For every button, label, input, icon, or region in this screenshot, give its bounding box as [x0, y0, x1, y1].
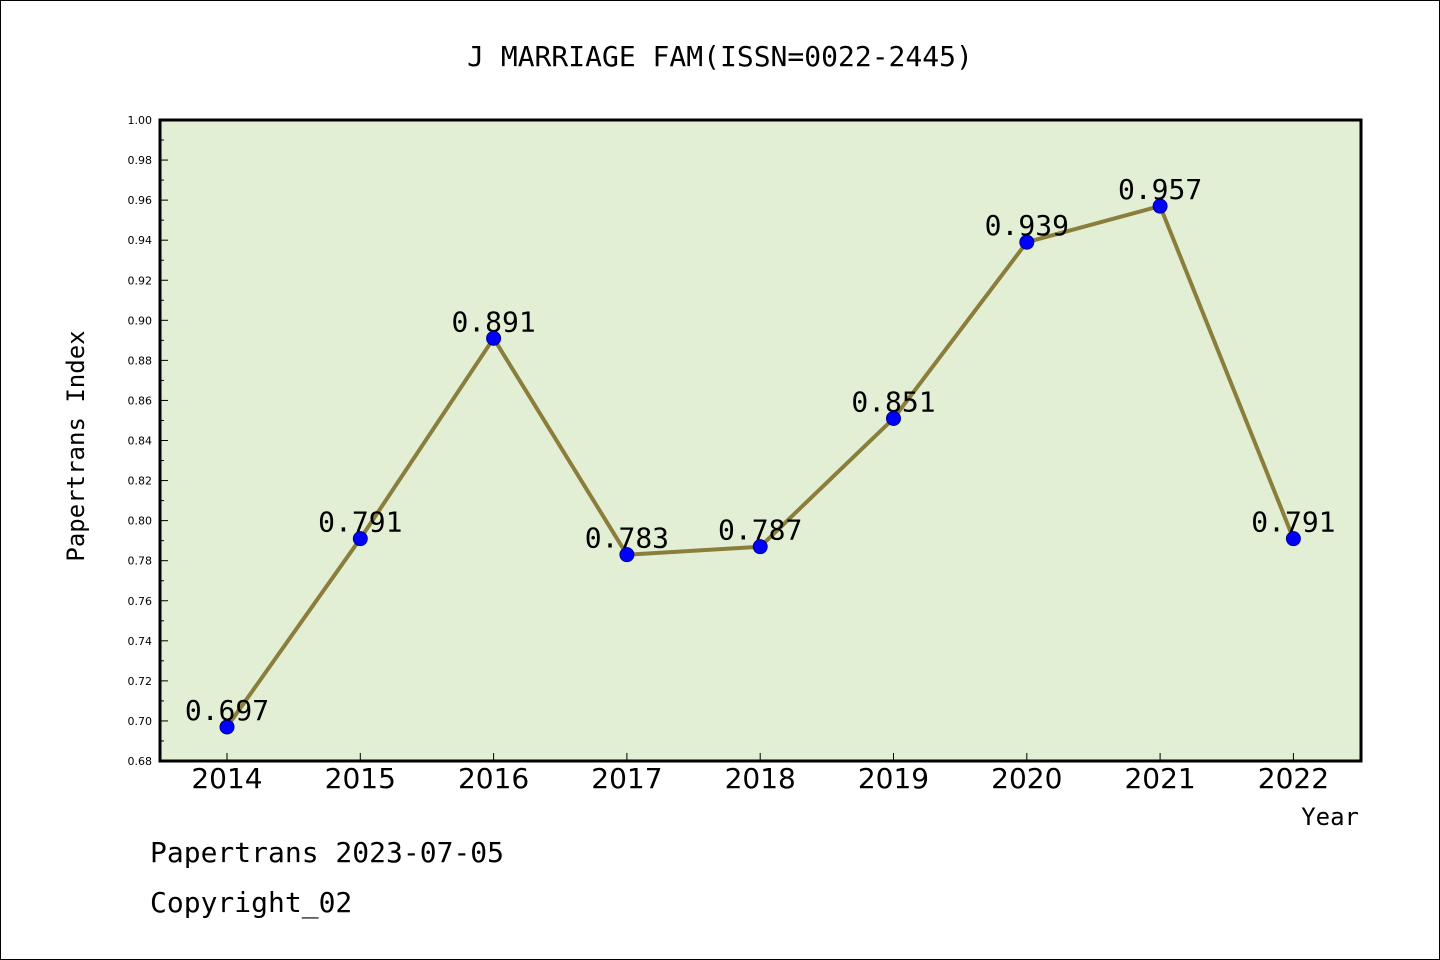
y-tick-label: 0.76 — [128, 595, 153, 608]
data-point — [219, 719, 235, 735]
x-tick-label: 2019 — [858, 762, 929, 795]
data-labels: 0.697 0.791 0.891 0.783 0.787 0.851 0.939 0.957… — [185, 173, 1336, 727]
data-label: 0.851 — [851, 385, 935, 418]
y-tick-label: 0.74 — [128, 635, 153, 648]
y-tick-label: 0.92 — [128, 274, 153, 287]
data-label: 0.891 — [451, 305, 535, 338]
y-tick-label: 0.70 — [128, 715, 153, 728]
y-tick-label: 1.00 — [128, 114, 153, 127]
data-label: 0.787 — [718, 514, 802, 547]
plot-area — [160, 120, 1361, 761]
x-tick-label: 2022 — [1258, 762, 1329, 795]
x-tick-label: 2021 — [1124, 762, 1195, 795]
y-tick-label: 0.80 — [128, 515, 153, 528]
footer-date: Papertrans 2023-07-05 — [150, 836, 505, 869]
y-tick-label: 0.94 — [128, 234, 153, 247]
y-tick-label: 0.86 — [128, 394, 153, 407]
y-tick-label: 0.78 — [128, 555, 153, 568]
y-tick-label: 0.98 — [128, 154, 153, 167]
data-point — [619, 547, 635, 563]
data-label: 0.783 — [585, 522, 669, 555]
data-label: 0.939 — [985, 209, 1069, 242]
data-point — [752, 539, 768, 555]
data-label: 0.791 — [1251, 506, 1335, 539]
y-tick-label: 0.82 — [128, 475, 153, 488]
data-point — [1019, 234, 1035, 250]
x-tick-label: 2016 — [458, 762, 529, 795]
footer-copyright: Copyright_02 — [150, 886, 353, 919]
chart-title: J MARRIAGE FAM(ISSN=0022-2445) — [467, 40, 973, 73]
y-tick-label: 0.84 — [128, 435, 153, 448]
y-tick-label: 0.96 — [128, 194, 153, 207]
data-point — [352, 531, 368, 547]
data-point — [886, 410, 901, 426]
data-point — [1152, 198, 1168, 214]
data-point — [1285, 531, 1301, 547]
x-tick-label: 2018 — [725, 762, 796, 795]
x-tick-label: 2014 — [191, 762, 262, 795]
y-tick-label: 0.72 — [128, 675, 153, 688]
y-axis-label: Papertrans Index — [62, 330, 90, 561]
data-point — [486, 330, 502, 346]
x-tick-label: 2020 — [991, 762, 1062, 795]
data-label: 0.957 — [1118, 173, 1202, 206]
x-axis-label: Year — [1301, 803, 1359, 831]
x-tick-label: 2015 — [325, 762, 396, 795]
x-tick-label: 2017 — [591, 762, 662, 795]
data-label: 0.697 — [185, 694, 269, 727]
y-tick-label: 0.68 — [128, 755, 153, 768]
data-markers — [219, 198, 1301, 735]
x-axis: 2014 2015 2016 2017 2018 2019 2020 2021 2022 — [191, 753, 1329, 795]
y-tick-label: 0.88 — [128, 354, 153, 367]
data-label: 0.791 — [318, 506, 402, 539]
plot-border — [158, 118, 1363, 763]
y-tick-label: 0.90 — [128, 314, 153, 327]
